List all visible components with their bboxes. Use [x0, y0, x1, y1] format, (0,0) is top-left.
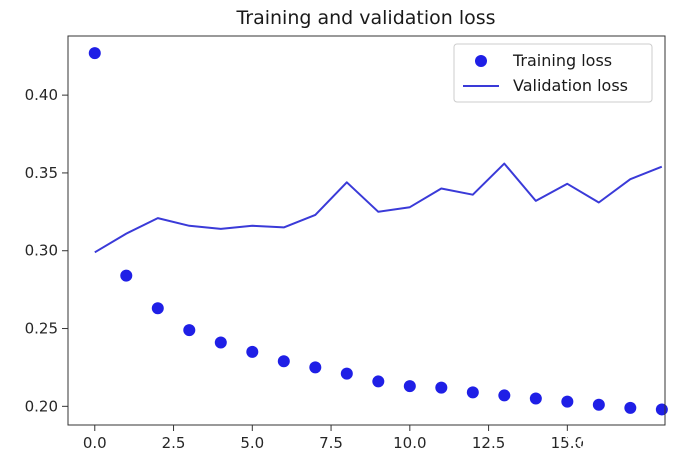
plot-area — [88, 47, 668, 416]
wechat-logo-icon — [565, 428, 594, 450]
y-tick-label: 0.35 — [25, 164, 58, 182]
y-axis: 0.20 0.25 0.30 0.35 0.40 — [25, 86, 68, 415]
x-tick-label: 12.5 — [472, 434, 505, 452]
training-loss-point — [88, 47, 101, 60]
x-tick-label: 5.0 — [240, 434, 264, 452]
x-tick-label: 15.0 — [551, 434, 584, 452]
x-tick-label: 7.5 — [319, 434, 343, 452]
training-loss-point — [466, 386, 479, 399]
training-loss-point — [592, 398, 605, 411]
y-tick-label: 0.25 — [25, 320, 58, 338]
training-loss-point — [246, 345, 259, 358]
training-loss-point — [624, 401, 637, 414]
training-loss-point — [561, 395, 574, 408]
y-tick-label: 0.30 — [25, 242, 58, 260]
training-loss-point — [151, 302, 164, 315]
legend-label-training: Training loss — [512, 51, 612, 70]
training-loss-point — [435, 381, 448, 394]
validation-loss-line — [94, 162, 663, 254]
y-tick-label: 0.20 — [25, 397, 58, 415]
training-loss-point — [214, 336, 227, 349]
training-loss-point — [340, 367, 353, 380]
training-loss-point — [498, 389, 511, 402]
training-loss-point — [120, 269, 133, 282]
legend-box — [453, 43, 653, 103]
training-loss-point — [183, 324, 196, 337]
legend: Training loss Validation loss — [453, 43, 653, 103]
training-loss-point — [309, 361, 322, 374]
training-loss-point — [655, 403, 668, 416]
training-loss-point — [372, 375, 385, 388]
x-axis: 0.0 2.5 5.0 7.5 10.0 12.5 15.0 — [83, 425, 584, 452]
legend-marker-training — [475, 55, 487, 67]
x-tick-label: 0.0 — [83, 434, 107, 452]
training-loss-point — [529, 392, 542, 405]
legend-label-validation: Validation loss — [513, 76, 628, 95]
watermark-text: 神机喵算 — [596, 431, 664, 451]
training-loss-point — [403, 380, 416, 393]
training-loss-point — [277, 355, 290, 368]
y-tick-label: 0.40 — [25, 86, 58, 104]
x-tick-label: 2.5 — [162, 434, 186, 452]
plot-frame — [67, 35, 666, 426]
x-tick-label: 10.0 — [393, 434, 426, 452]
watermark: 神机喵算 — [565, 428, 664, 451]
chart-title: Training and validation loss — [235, 7, 495, 29]
